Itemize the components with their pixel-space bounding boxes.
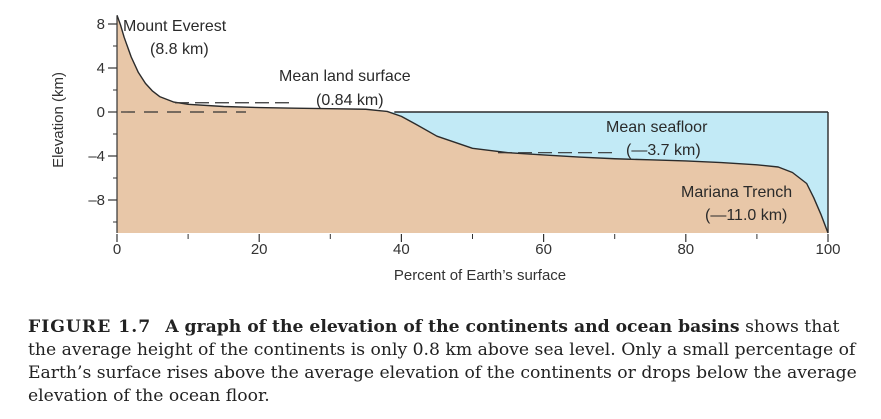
figure-caption: FIGURE 1.7 A graph of the elevation of th…: [28, 316, 873, 408]
x-tick-label: 0: [113, 241, 121, 258]
mariana-label: Mariana Trench: [681, 184, 792, 201]
x-tick-label: 80: [677, 241, 694, 258]
y-tick-label: –4: [88, 148, 105, 165]
x-tick-label: 60: [535, 241, 552, 258]
land-area: [117, 15, 828, 234]
mean-seafloor-value: (—3.7 km): [626, 142, 701, 159]
caption-lead: A graph of the elevation of the continen…: [165, 317, 740, 337]
mariana-value: (—11.0 km): [705, 207, 787, 224]
y-tick-label: 8: [97, 16, 105, 33]
x-tick-label: 100: [815, 241, 840, 258]
x-tick-label: 40: [393, 241, 410, 258]
x-axis-label: Percent of Earth’s surface: [394, 267, 566, 284]
y-axis-label: Elevation (km): [50, 72, 67, 168]
ocean-area: [387, 111, 828, 233]
y-tick-label: 0: [97, 104, 105, 121]
y-tick-label: 4: [97, 60, 105, 77]
y-tick-label: –8: [88, 192, 105, 209]
mean-land-label: Mean land surface: [279, 68, 411, 85]
mean-seafloor-label: Mean seafloor: [606, 119, 708, 136]
figure-label: FIGURE 1.7: [28, 317, 152, 337]
elevation-profile-line: [116, 14, 829, 234]
elevation-chart: Elevation (km) Percent of Earth’s surfac…: [50, 14, 841, 284]
caption-body: shows that the average height of the con…: [28, 317, 857, 406]
everest-value: (8.8 km): [150, 41, 209, 58]
mean-land-value: (0.84 km): [316, 92, 384, 109]
everest-label: Mount Everest: [123, 18, 227, 35]
x-tick-label: 20: [251, 241, 268, 258]
